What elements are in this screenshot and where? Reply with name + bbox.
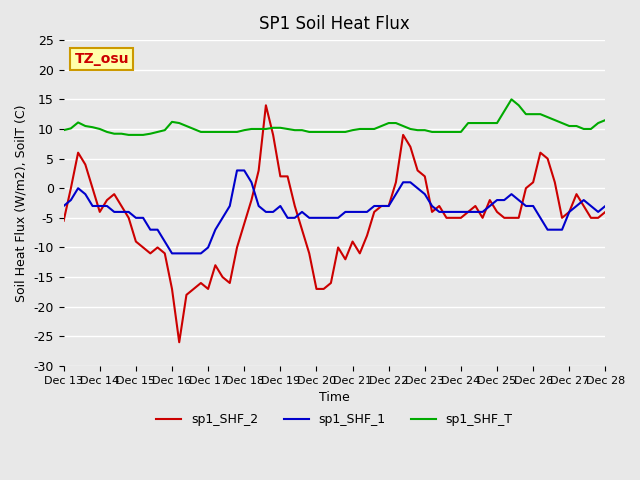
Text: TZ_osu: TZ_osu xyxy=(74,52,129,66)
Title: SP1 Soil Heat Flux: SP1 Soil Heat Flux xyxy=(259,15,410,33)
sp1_SHF_T xyxy=(500,108,508,114)
sp1_SHF_T xyxy=(255,126,262,132)
sp1_SHF_T xyxy=(60,127,67,133)
sp1_SHF_T xyxy=(125,132,132,138)
Legend: sp1_SHF_2, sp1_SHF_1, sp1_SHF_T: sp1_SHF_2, sp1_SHF_1, sp1_SHF_T xyxy=(152,408,518,432)
sp1_SHF_T xyxy=(602,117,609,123)
sp1_SHF_T xyxy=(428,129,436,135)
sp1_SHF_2 xyxy=(60,218,67,224)
sp1_SHF_1 xyxy=(110,209,118,215)
sp1_SHF_T xyxy=(110,131,118,137)
sp1_SHF_1 xyxy=(356,209,364,215)
sp1_SHF_1 xyxy=(262,209,269,215)
sp1_SHF_1 xyxy=(602,203,609,209)
Line: sp1_SHF_1: sp1_SHF_1 xyxy=(63,170,605,253)
sp1_SHF_2 xyxy=(110,191,118,197)
sp1_SHF_2 xyxy=(175,339,183,345)
Y-axis label: Soil Heat Flux (W/m2), SoilT (C): Soil Heat Flux (W/m2), SoilT (C) xyxy=(15,104,28,302)
Line: sp1_SHF_T: sp1_SHF_T xyxy=(63,99,605,135)
sp1_SHF_2 xyxy=(435,203,443,209)
sp1_SHF_2 xyxy=(262,102,269,108)
sp1_SHF_2 xyxy=(602,209,609,215)
sp1_SHF_T xyxy=(413,127,421,133)
sp1_SHF_1 xyxy=(508,191,515,197)
sp1_SHF_T xyxy=(508,96,515,102)
sp1_SHF_2 xyxy=(356,251,364,256)
X-axis label: Time: Time xyxy=(319,391,350,404)
sp1_SHF_1 xyxy=(421,191,429,197)
sp1_SHF_2 xyxy=(421,173,429,179)
sp1_SHF_1 xyxy=(435,209,443,215)
Line: sp1_SHF_2: sp1_SHF_2 xyxy=(63,105,605,342)
sp1_SHF_1 xyxy=(60,203,67,209)
sp1_SHF_2 xyxy=(255,168,262,173)
sp1_SHF_2 xyxy=(508,215,515,221)
sp1_SHF_1 xyxy=(168,251,176,256)
sp1_SHF_1 xyxy=(233,168,241,173)
sp1_SHF_T xyxy=(349,127,356,133)
